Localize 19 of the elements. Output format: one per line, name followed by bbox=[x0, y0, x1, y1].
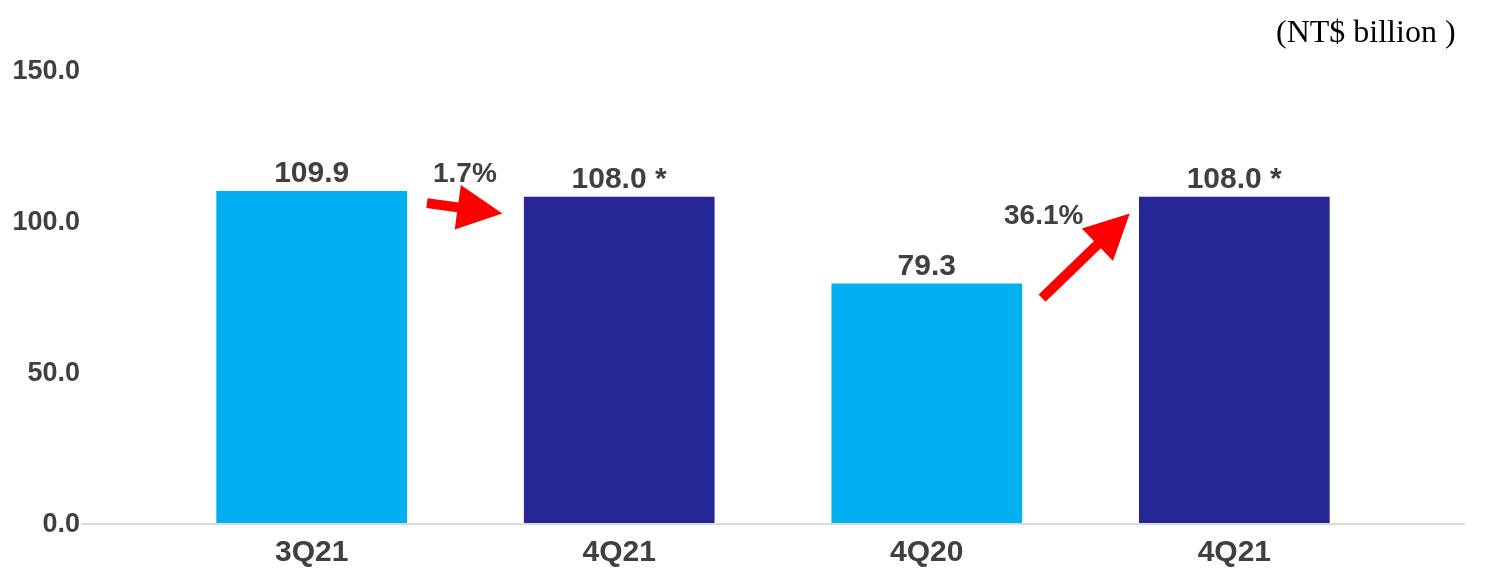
y-tick-label: 100.0 bbox=[12, 206, 80, 237]
bar bbox=[216, 191, 408, 523]
y-tick-label: 150.0 bbox=[12, 55, 80, 86]
data-label: 79.3 bbox=[897, 247, 956, 281]
x-tick-label: 4Q20 bbox=[890, 533, 964, 567]
bar bbox=[523, 196, 715, 523]
data-label: 108.0 * bbox=[1186, 160, 1283, 194]
y-tick-label: 50.0 bbox=[27, 357, 80, 388]
bar bbox=[1138, 196, 1330, 523]
data-label: 109.9 bbox=[274, 155, 350, 189]
bar bbox=[831, 283, 1023, 523]
data-label: 108.0 * bbox=[571, 160, 667, 194]
x-tick-label: 4Q21 bbox=[582, 533, 656, 567]
annotation: 36.1% bbox=[1004, 199, 1084, 230]
x-tick-label: 4Q21 bbox=[1197, 533, 1272, 567]
annotation: 1.7% bbox=[433, 157, 497, 188]
y-axis-title: (NT$ billion ) bbox=[1276, 13, 1456, 49]
x-tick-label: 3Q21 bbox=[274, 533, 349, 567]
y-tick-label: 0.0 bbox=[42, 508, 80, 539]
